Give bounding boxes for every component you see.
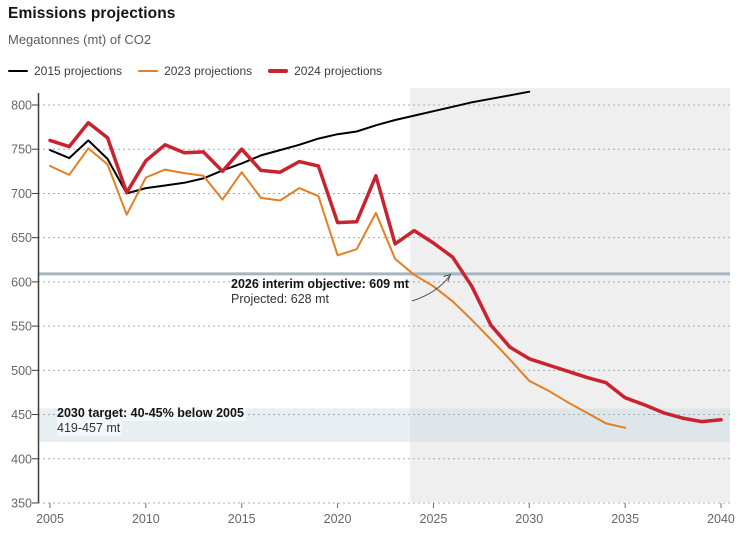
x-axis-label-2035: 2035: [611, 512, 639, 526]
y-axis-label-600: 600: [11, 275, 32, 289]
x-axis-label-2025: 2025: [420, 512, 448, 526]
y-axis-label-700: 700: [11, 187, 32, 201]
legend-label-2023: 2023 projections: [164, 64, 253, 78]
series-line-2023-projections: [49, 147, 627, 429]
x-axis-label-2005: 2005: [36, 512, 64, 526]
y-axis-label-450: 450: [11, 408, 32, 422]
legend-swatch-2024: [268, 69, 289, 73]
series-line-2024-projections: [48, 120, 723, 424]
x-axis-label-2015: 2015: [228, 512, 256, 526]
y-axis-label-350: 350: [11, 496, 32, 510]
legend-label-2024: 2024 projections: [294, 64, 383, 78]
annotation-arrow-head: [443, 273, 452, 282]
target-2030-annotation-bold: 2030 target: 40-45% below 2005: [57, 406, 244, 420]
legend-item-2024: 2024 projections: [268, 64, 382, 78]
legend-swatch-2023: [138, 70, 159, 72]
target-2030-annotation: 2030 target: 40-45% below 2005 419-457 m…: [57, 406, 246, 436]
chart-subtitle: Megatonnes (mt) of CO2: [8, 32, 152, 47]
legend-swatch-2015: [8, 70, 28, 72]
y-axis-label-400: 400: [11, 452, 32, 466]
y-axis-label-750: 750: [11, 143, 32, 157]
legend-item-2015: 2015 projections: [8, 64, 122, 78]
annotation-arrow: [411, 275, 450, 302]
chart-legend: 2015 projections 2023 projections 2024 p…: [8, 64, 398, 78]
series-line-2015-projections: [49, 90, 531, 195]
projection-shaded-region: [410, 88, 730, 502]
target-2030-annotation-range: 419-457 mt: [57, 420, 123, 436]
legend-label-2015: 2015 projections: [34, 64, 123, 78]
x-axis-label-2030: 2030: [515, 512, 543, 526]
legend-item-2023: 2023 projections: [138, 64, 252, 78]
x-axis-label-2040: 2040: [707, 512, 735, 526]
page-title: Emissions projections: [8, 5, 176, 22]
y-axis-label-650: 650: [11, 231, 32, 245]
interim-objective-annotation-projected: Projected: 628 mt: [231, 291, 329, 306]
chart-header: Emissions projections Megatonnes (mt) of…: [8, 5, 175, 47]
y-axis-label-550: 550: [11, 320, 32, 334]
interim-objective-annotation: 2026 interim objective: 609 mt Projected…: [231, 277, 409, 306]
x-axis-label-2020: 2020: [324, 512, 352, 526]
y-axis-label-500: 500: [11, 364, 32, 378]
y-axis-label-800: 800: [11, 99, 32, 113]
interim-objective-annotation-bold: 2026 interim objective: 609 mt: [231, 277, 409, 291]
x-axis-label-2010: 2010: [132, 512, 160, 526]
